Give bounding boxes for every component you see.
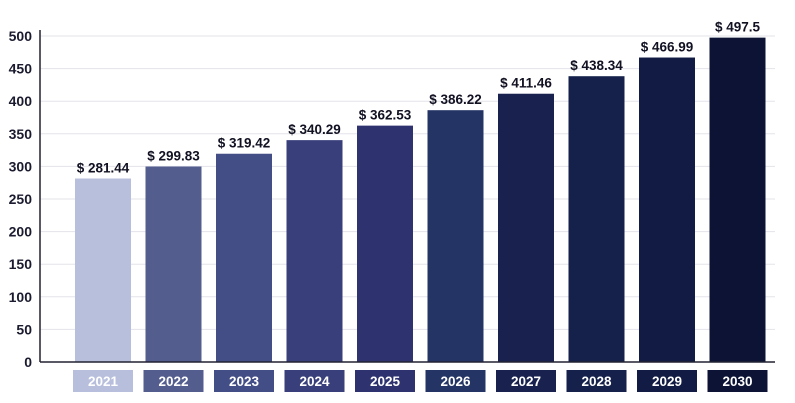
category-label-2029: 2029 <box>652 374 682 389</box>
value-label-2021: $ 281.44 <box>77 161 130 176</box>
bar-2028 <box>568 76 625 362</box>
y-axis-ticks: 0 50 100 150 200 250 300 350 400 450 500 <box>9 28 33 370</box>
y-tick-label: 0 <box>24 354 32 370</box>
y-tick-label: 50 <box>16 321 32 337</box>
category-box-2026 <box>425 370 486 392</box>
value-label-2027: $ 411.46 <box>500 76 552 91</box>
category-box-2024 <box>284 370 345 392</box>
y-tick-label: 150 <box>9 256 33 272</box>
value-labels: $ 281.44 $ 299.83 $ 319.42 $ 340.29 $ 362.53… <box>77 20 761 176</box>
category-label-2022: 2022 <box>158 374 188 389</box>
value-label-2024: $ 340.29 <box>288 122 341 137</box>
value-label-2029: $ 466.99 <box>641 40 694 55</box>
category-box-2030 <box>707 370 768 392</box>
category-label-2028: 2028 <box>581 374 612 389</box>
value-label-2030: $ 497.5 <box>715 20 761 35</box>
y-tick-label: 300 <box>9 158 33 174</box>
category-box-2028 <box>566 370 627 392</box>
y-tick-label: 400 <box>9 93 33 109</box>
category-label-2026: 2026 <box>440 374 471 389</box>
y-tick-label: 450 <box>9 61 33 77</box>
category-label-2025: 2025 <box>370 374 401 389</box>
bar-2024 <box>286 140 343 362</box>
y-tick-label: 350 <box>9 126 33 142</box>
category-box-2022 <box>143 370 204 392</box>
category-box-2023 <box>214 370 274 392</box>
value-label-2023: $ 319.42 <box>218 136 271 151</box>
bars <box>75 37 766 363</box>
y-tick-label: 500 <box>9 28 33 44</box>
bar-2021 <box>75 178 131 362</box>
value-label-2028: $ 438.34 <box>570 58 623 73</box>
category-box-2027 <box>496 370 556 392</box>
value-label-2026: $ 386.22 <box>429 92 482 107</box>
category-box-2021 <box>73 370 133 392</box>
category-box-2025 <box>355 370 415 392</box>
y-tick-label: 250 <box>9 191 33 207</box>
category-label-2027: 2027 <box>511 374 541 389</box>
y-tick-label: 200 <box>9 224 33 240</box>
bar-2029 <box>639 57 695 362</box>
bar-2030 <box>709 37 766 362</box>
bar-2026 <box>427 110 484 362</box>
category-label-2024: 2024 <box>299 374 330 389</box>
y-tick-label: 100 <box>9 289 33 305</box>
category-box-2029 <box>637 370 697 392</box>
value-label-2025: $ 362.53 <box>359 108 412 123</box>
category-label-2030: 2030 <box>722 374 752 389</box>
value-label-2022: $ 299.83 <box>147 149 200 164</box>
bar-2025 <box>357 125 413 363</box>
category-label-2023: 2023 <box>229 374 260 389</box>
category-labels: 2021 2022 2023 2024 2025 2026 2027 2028 2029 2030 <box>73 370 768 392</box>
category-label-2021: 2021 <box>88 374 119 389</box>
bar-2023 <box>216 153 272 362</box>
bar-2022 <box>145 166 202 362</box>
bar-2027 <box>498 93 554 362</box>
